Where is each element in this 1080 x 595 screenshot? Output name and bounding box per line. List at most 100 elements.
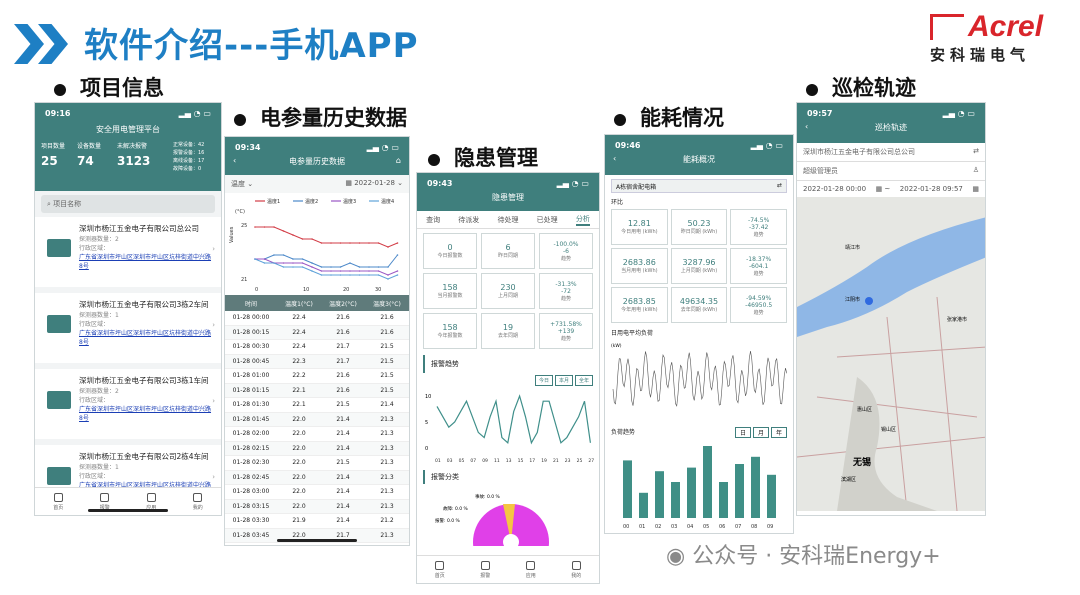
- btn-day[interactable]: 日: [734, 427, 751, 438]
- data-point: [387, 274, 389, 276]
- item-address[interactable]: 广东省深圳市坪山区深圳市坪山区坑梓街道中兴路8号: [79, 330, 212, 346]
- data-point: [387, 278, 389, 280]
- stat-card: -18.37% -604.1 趋势: [730, 248, 787, 284]
- date-picker[interactable]: ▦ 2022-01-28 ⌄: [345, 179, 403, 187]
- data-point: [311, 270, 313, 272]
- patrol-map[interactable]: 靖江市 江阴市 张家港市 惠山区 锡山区 无锡 滨湖区: [797, 197, 986, 512]
- date-range[interactable]: 2022-01-28 00:00 ▦ ~2022-01-28 09:57 ▦: [803, 185, 979, 193]
- phone-patrol: 09:57 ▂▄ ◔ ▭ ‹ 巡检轨迹 深圳市杨江五金电子有限公司总公司 ⇄ 超级管理…: [796, 102, 986, 516]
- svg-text:5: 5: [425, 420, 428, 426]
- table-cell: 21.7: [336, 357, 350, 365]
- stat-card: 3287.96 上月同期 (kWh): [670, 248, 728, 284]
- x-tick: 21: [553, 458, 559, 464]
- series-line: [254, 258, 398, 280]
- location-marker[interactable]: [865, 297, 873, 305]
- legend-label: 温度3: [343, 198, 356, 205]
- back-icon[interactable]: ‹: [613, 154, 617, 163]
- user-select[interactable]: 超级管理员 ♙: [797, 162, 985, 181]
- svg-text:(kW): (kW): [611, 343, 622, 349]
- btn-month[interactable]: 月: [752, 427, 769, 438]
- x-tick: 02: [655, 524, 661, 530]
- tab-alarm[interactable]: 报警: [100, 492, 110, 511]
- pie-title: 报警分类: [423, 470, 593, 484]
- table-cell: 21.5: [380, 343, 394, 351]
- search-input[interactable]: ⌕ 项目名称: [41, 195, 215, 213]
- tab-dispatch[interactable]: 待派发: [458, 215, 480, 224]
- data-point: [339, 270, 342, 272]
- item-address[interactable]: 广东省深圳市坪山区深圳市坪山区坑梓街道中兴路8号: [79, 254, 212, 270]
- data-point: [387, 246, 389, 248]
- home-icon[interactable]: ⌂: [395, 156, 401, 165]
- item-address[interactable]: 广东省深圳市坪山区深圳市坪山区坑梓街道中兴路8号: [79, 406, 212, 422]
- home-indicator: [88, 509, 168, 512]
- btn-month[interactable]: 本月: [554, 375, 573, 386]
- chevron-right-icon: ›: [212, 397, 215, 405]
- stat-card: 19 去年同期: [481, 313, 535, 349]
- btn-year[interactable]: 年: [770, 427, 787, 438]
- btn-year[interactable]: 全年: [574, 375, 593, 386]
- data-point: [330, 242, 332, 244]
- alarm-pie-chart: 事故: 0.0 % 故障: 0.0 % 报警: 0.0 %: [435, 493, 549, 580]
- item-name: 深圳市杨江五金电子有限公司3栋2车间: [79, 300, 209, 309]
- data-point: [358, 266, 361, 268]
- table-cell: 21.3: [380, 531, 394, 539]
- table-cell: 22.0: [292, 415, 306, 423]
- svg-text:锡山区: 锡山区: [881, 426, 896, 433]
- tab-home[interactable]: 首页: [53, 492, 63, 511]
- svg-text:无锡: 无锡: [852, 456, 871, 468]
- data-point: [301, 266, 304, 268]
- tab-query[interactable]: 查询: [426, 215, 441, 224]
- tab-apps[interactable]: 应用: [146, 492, 156, 511]
- svg-text:报警: 0.0 %: 报警: 0.0 %: [435, 517, 461, 524]
- tab-me[interactable]: 我的: [193, 492, 203, 511]
- table-header: 时间 温度1(°C) 温度2(°C) 温度3(°C): [225, 295, 409, 311]
- table-cell: 22.4: [292, 328, 306, 336]
- table-row: 01-28 03:45 22.0 21.7 21.3: [225, 528, 409, 543]
- tab-alarm[interactable]: 报警: [480, 560, 490, 579]
- data-point: [263, 262, 266, 264]
- item-count: 探测器数量：1: [79, 464, 119, 471]
- stat-card: 230 上月同期: [481, 273, 535, 309]
- bar: [655, 471, 664, 518]
- svg-text:靖江市: 靖江市: [845, 244, 860, 251]
- stat-card: 50.23 昨日同期 (kWh): [670, 209, 728, 245]
- item-name: 深圳市杨江五金电子有限公司总公司: [79, 224, 199, 233]
- table-cell: 01-28 03:00: [232, 488, 270, 496]
- data-point: [301, 258, 304, 260]
- table-cell: 22.2: [292, 372, 306, 380]
- x-tick: 08: [751, 524, 757, 530]
- back-icon[interactable]: ‹: [233, 156, 237, 165]
- table-cell: 01-28 01:15: [232, 386, 270, 394]
- stat-card: 158 今年报警数: [423, 313, 477, 349]
- tab-me[interactable]: 我的: [571, 560, 581, 579]
- data-point: [311, 266, 313, 268]
- x-tick: 07: [470, 458, 476, 464]
- list-item[interactable]: 深圳市杨江五金电子有限公司总公司 探测器数量：2 行政区域： 广东省深圳市坪山区深圳市…: [35, 217, 221, 287]
- btn-today[interactable]: 今日: [534, 375, 553, 386]
- device-select[interactable]: A栋宿舍配电箱 ⇄: [611, 179, 787, 193]
- table-cell: 21.6: [380, 328, 394, 336]
- list-item[interactable]: 深圳市杨江五金电子有限公司3栋2车间 探测器数量：1 行政区域： 广东省深圳市坪山区深…: [35, 293, 221, 363]
- x-tick: 17: [529, 458, 535, 464]
- section-patrol: 巡检轨迹: [806, 72, 916, 102]
- table-cell: 21.6: [380, 314, 394, 322]
- table-cell: 01-28 02:45: [232, 473, 270, 481]
- data-point: [273, 254, 275, 256]
- data-point: [358, 270, 361, 272]
- screen-title: 能耗概况: [683, 155, 715, 164]
- tab-done[interactable]: 已处理: [536, 215, 558, 224]
- table-cell: 01-28 03:30: [232, 517, 270, 525]
- svg-text:惠山区: 惠山区: [857, 406, 872, 413]
- svg-text:0: 0: [255, 287, 258, 293]
- list-item[interactable]: 深圳市杨江五金电子有限公司3栋1车间 探测器数量：2 行政区域： 广东省深圳市坪山区深…: [35, 369, 221, 439]
- filter-select[interactable]: 温度 ⌄: [231, 180, 254, 188]
- tab-pending[interactable]: 待处理: [497, 215, 519, 224]
- company-select[interactable]: 深圳市杨江五金电子有限公司总公司 ⇄: [797, 143, 985, 162]
- data-point: [263, 258, 266, 260]
- tab-home[interactable]: 首页: [435, 560, 445, 579]
- table-row: 01-28 02:00 22.0 21.4 21.3: [225, 427, 409, 442]
- tab-apps[interactable]: 应用: [526, 560, 536, 579]
- tab-analysis[interactable]: 分析: [575, 214, 590, 226]
- back-icon[interactable]: ‹: [805, 122, 809, 131]
- screen-title: 巡检轨迹: [875, 123, 907, 132]
